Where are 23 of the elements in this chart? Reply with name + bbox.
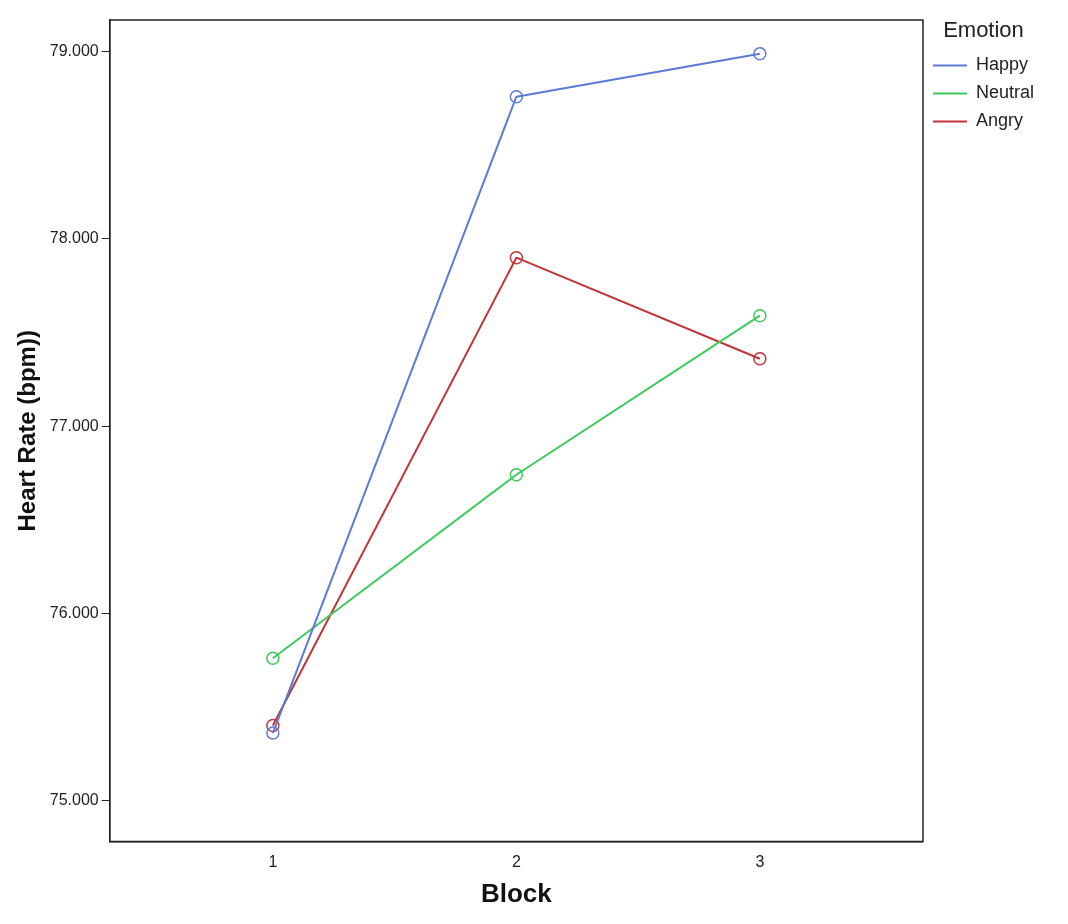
legend-label: Happy — [975, 54, 1029, 75]
point — [753, 308, 767, 323]
x-tick-label: 1 — [268, 852, 278, 870]
point — [509, 89, 524, 104]
y-tick-label: 78.000 — [49, 229, 99, 247]
y-tick-label: 77.000 — [49, 416, 99, 434]
y-tick-label: 79.000 — [49, 42, 99, 60]
y-axis-title: Heart Rate (bpm)) — [13, 330, 41, 532]
legend-label: Angry — [975, 110, 1024, 131]
x-tick-label: 3 — [755, 852, 765, 870]
legend-label: Neutral — [975, 82, 1035, 103]
point — [266, 726, 280, 740]
point — [753, 352, 767, 366]
y-tick-label: 76.000 — [49, 603, 99, 621]
y-tick-label: 75.000 — [49, 790, 99, 808]
point — [509, 250, 524, 265]
x-axis-title: Block — [480, 877, 553, 908]
point — [266, 718, 280, 733]
point — [753, 46, 767, 61]
point — [509, 468, 524, 482]
legend-title: Emotion — [943, 17, 1024, 43]
point — [266, 651, 280, 665]
x-tick-label: 2 — [511, 852, 521, 870]
